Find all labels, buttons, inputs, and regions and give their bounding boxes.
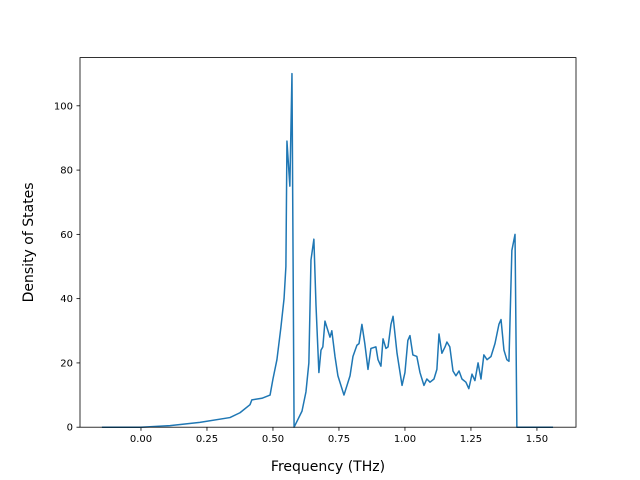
x-tick-label: 1.50 (526, 434, 548, 445)
y-axis-label: Density of States (21, 182, 37, 302)
x-tick-label: 0.00 (130, 434, 152, 445)
plot-frame (79, 57, 577, 428)
y-tick-label: 0 (67, 423, 73, 434)
x-tick-label: 0.75 (328, 434, 350, 445)
x-axis-label: Frequency (THz) (271, 459, 385, 475)
y-tick-label: 40 (60, 294, 73, 305)
line-series (101, 72, 554, 428)
x-tick-label: 1.00 (394, 434, 416, 445)
x-tick-label: 0.25 (196, 434, 218, 445)
x-tick-label: 1.25 (460, 434, 482, 445)
y-tick-label: 80 (60, 166, 73, 177)
x-tick-label: 0.50 (262, 434, 284, 445)
y-tick-label: 100 (54, 101, 73, 112)
y-tick-label: 60 (60, 230, 73, 241)
y-tick-label: 20 (60, 358, 73, 369)
